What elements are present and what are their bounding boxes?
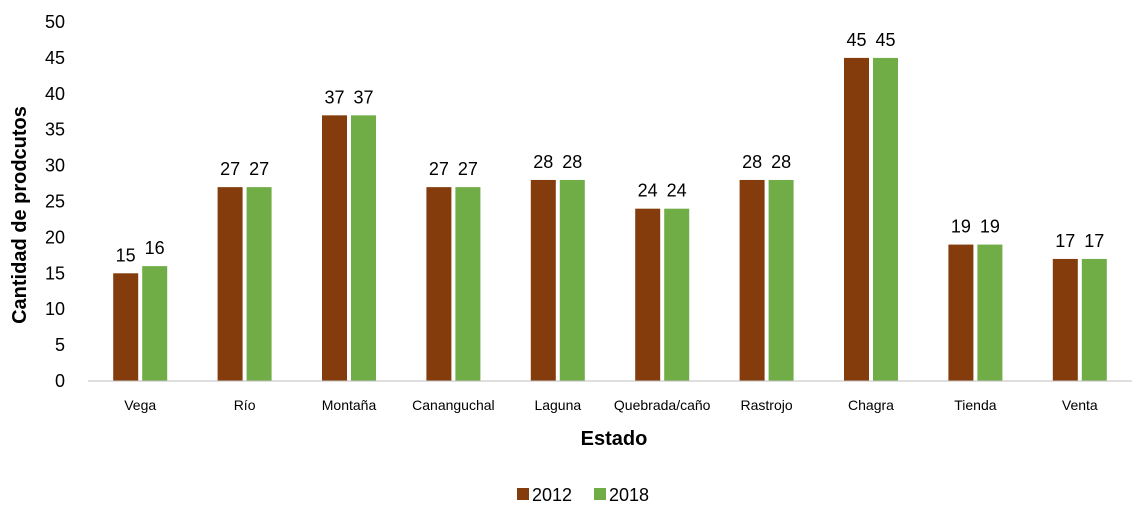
- x-tick-label: Quebrada/caño: [614, 397, 711, 413]
- bar-2012: [1052, 258, 1078, 381]
- data-label-2012: 45: [846, 30, 866, 50]
- data-label-2012: 17: [1055, 231, 1075, 251]
- x-tick-label: Laguna: [534, 397, 581, 413]
- data-label-2012: 27: [220, 159, 240, 179]
- bar-2018: [455, 187, 481, 381]
- bar-2012: [530, 179, 556, 381]
- bar-2018: [664, 208, 690, 381]
- y-tick-label: 45: [45, 48, 65, 68]
- data-label-2018: 19: [980, 217, 1000, 237]
- data-label-2018: 17: [1084, 231, 1104, 251]
- bar-2018: [142, 266, 168, 381]
- x-tick-label: Río: [234, 397, 256, 413]
- legend: 2012 2018: [517, 485, 649, 505]
- legend-label-2012: 2012: [532, 485, 572, 505]
- data-label-2018: 27: [458, 159, 478, 179]
- data-label-2012: 15: [116, 245, 136, 265]
- bar-2012: [635, 208, 661, 381]
- bar-2018: [351, 115, 376, 381]
- y-tick-label: 20: [45, 227, 65, 247]
- x-axis-tick-labels: Vega Río Montaña Cananguchal Laguna Quebrada/…: [124, 397, 1098, 413]
- data-label-2012: 37: [324, 87, 344, 107]
- y-tick-label: 0: [55, 371, 65, 391]
- y-tick-label: 10: [45, 299, 65, 319]
- bars: [113, 57, 1107, 382]
- x-tick-label: Cananguchal: [412, 397, 495, 413]
- data-label-2018: 28: [771, 152, 791, 172]
- bar-2012: [426, 187, 452, 381]
- y-tick-label: 25: [45, 192, 65, 212]
- bar-2012: [113, 273, 139, 381]
- y-tick-label: 30: [45, 156, 65, 176]
- y-tick-label: 35: [45, 120, 65, 140]
- data-label-2018: 45: [875, 30, 895, 50]
- data-label-2012: 28: [742, 152, 762, 172]
- data-label-2012: 28: [533, 152, 553, 172]
- bar-2018: [1081, 258, 1107, 381]
- y-axis-ticks: 0 5 10 15 20 25 30 35 40 45 50: [45, 12, 65, 391]
- y-tick-label: 5: [55, 335, 65, 355]
- legend-swatch-2018: [594, 488, 606, 500]
- bar-2018: [873, 57, 898, 382]
- x-tick-label: Chagra: [848, 397, 894, 413]
- bar-2012: [844, 57, 869, 382]
- y-tick-label: 15: [45, 263, 65, 283]
- y-tick-label: 40: [45, 84, 65, 104]
- bar-2018: [977, 244, 1003, 381]
- legend-label-2018: 2018: [609, 485, 649, 505]
- x-tick-label: Vega: [124, 397, 156, 413]
- legend-swatch-2012: [517, 488, 529, 500]
- bar-2012: [739, 179, 765, 381]
- data-label-2012: 27: [429, 159, 449, 179]
- data-label-2012: 24: [638, 181, 658, 201]
- bar-2012: [217, 187, 243, 381]
- data-label-2018: 24: [667, 181, 687, 201]
- x-tick-label: Rastrojo: [741, 397, 793, 413]
- data-label-2018: 37: [353, 87, 373, 107]
- x-tick-label: Venta: [1062, 397, 1098, 413]
- data-labels: 15 16 27 27 37 37 27 27 28 28 24 24 28 28 45 45 19 19 17 17: [116, 30, 1105, 265]
- y-axis-title: Cantidad de prodcutos: [9, 106, 31, 324]
- data-label-2012: 19: [951, 217, 971, 237]
- x-tick-label: Tienda: [954, 397, 997, 413]
- bar-2018: [559, 179, 585, 381]
- data-label-2018: 28: [562, 152, 582, 172]
- y-tick-label: 50: [45, 12, 65, 32]
- bar-2018: [246, 187, 272, 381]
- bar-2012: [948, 244, 974, 381]
- x-tick-label: Montaña: [322, 397, 377, 413]
- data-label-2018: 16: [145, 238, 165, 258]
- x-axis-title: Estado: [581, 428, 648, 450]
- bar-2018: [768, 179, 794, 381]
- bar-2012: [322, 115, 347, 381]
- data-label-2018: 27: [249, 159, 269, 179]
